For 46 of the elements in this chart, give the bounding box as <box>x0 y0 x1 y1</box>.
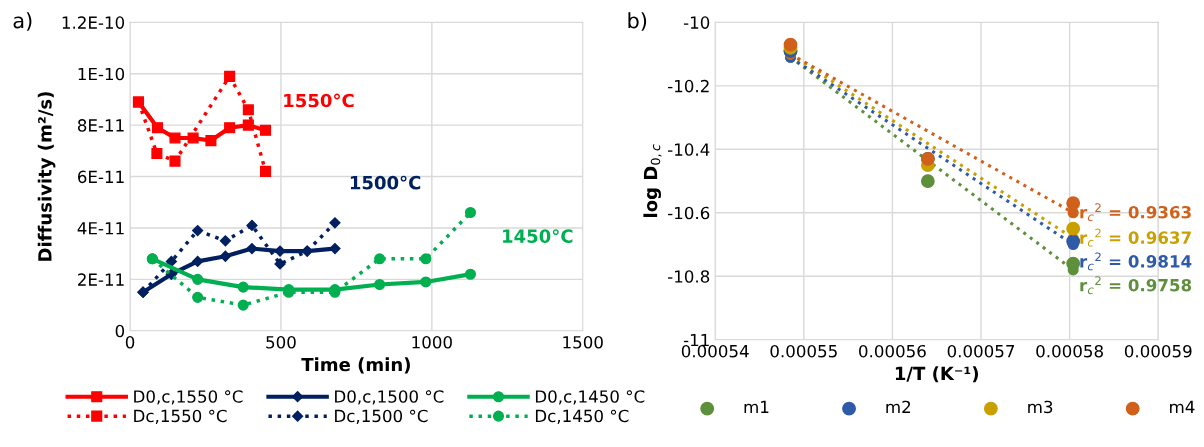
legend-label: m3 <box>1028 400 1053 414</box>
annotation: 1450°C <box>503 229 573 243</box>
y-tick-label: 8E-11 <box>77 119 124 132</box>
x-tick-label: 1000 <box>412 335 452 349</box>
x-axis-title: 1/T (K⁻¹) <box>895 366 979 383</box>
x-tick-label: 0.00054 <box>681 344 749 358</box>
y-tick-label: -10.2 <box>668 79 709 93</box>
y-tick-label: -10.4 <box>668 143 710 156</box>
y-tick-label: 6E-11 <box>77 170 124 184</box>
x-tick-label: 0.00055 <box>770 344 837 358</box>
chart-title: b) <box>628 12 647 31</box>
y-axis-title: log D$_{0,c}$ <box>643 144 662 217</box>
annotation: 1500°C <box>350 175 421 190</box>
y-tick-label: 0 <box>115 324 125 338</box>
x-tick-label: 1500 <box>563 335 603 349</box>
x-axis-title: Time (min) <box>301 357 410 374</box>
legend-label: m2 <box>886 400 911 413</box>
y-tick-label: 1.2E-10 <box>62 16 125 29</box>
legend-label: m4 <box>1170 400 1195 413</box>
series-label: r$_{c}$$^{2}$ = 0.9758 <box>1080 276 1192 295</box>
x-tick-label: 0 <box>125 335 135 349</box>
series-label: r$_{c}$$^{2}$ = 0.9363 <box>1080 203 1191 222</box>
y-tick-label: 2E-11 <box>78 273 124 286</box>
series-label: r$_{c}$$^{2}$ = 0.9814 <box>1080 252 1192 271</box>
x-tick-label: 0.00057 <box>947 344 1015 358</box>
legend-label: D0,c,1500 °C <box>335 390 444 405</box>
y-tick-label: -10.6 <box>668 206 710 220</box>
legend-label: m1 <box>744 400 769 413</box>
chart-title: a) <box>13 12 32 31</box>
legend-label: D0,c,1450 °C <box>535 390 645 405</box>
series-label: r$_{c}$$^{2}$ = 0.9637 <box>1080 228 1191 247</box>
legend-label: Dc,1550 °C <box>134 409 227 424</box>
x-tick-label: 0.00059 <box>1124 344 1192 358</box>
y-axis-title: Diffusivity (m²/s) <box>37 92 56 261</box>
legend-label: Dc,1450 °C <box>535 409 629 424</box>
y-tick-label: 1E-10 <box>78 67 125 81</box>
y-tick-label: -10 <box>683 16 710 29</box>
y-tick-label: 4E-11 <box>77 222 124 235</box>
annotation: 1550°C <box>284 93 354 108</box>
y-tick-label: -10.8 <box>668 270 710 283</box>
x-tick-label: 0.00058 <box>1036 344 1103 358</box>
legend-label: Dc,1500 °C <box>335 409 428 424</box>
legend-label: D0,c,1550 °C <box>134 390 243 405</box>
y-tick-label: -11 <box>683 333 709 347</box>
x-tick-label: 0.00056 <box>859 344 926 358</box>
x-tick-label: 500 <box>266 335 296 349</box>
